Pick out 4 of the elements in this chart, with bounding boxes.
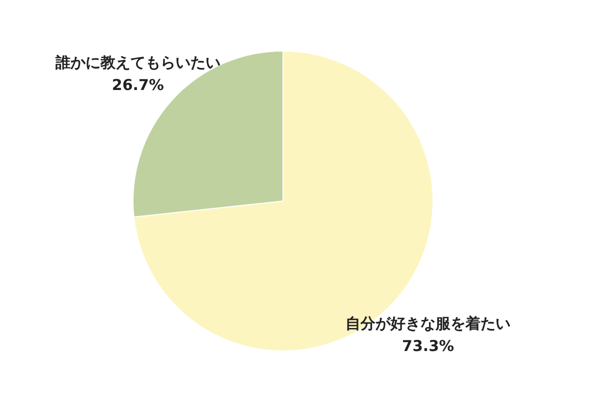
data-label: 73.3% bbox=[402, 336, 454, 355]
data-label: 26.7% bbox=[112, 76, 164, 94]
slice-label: 誰かに教えてもらいたい bbox=[54, 54, 220, 72]
slice-label: 自分が好きな服を着たい bbox=[346, 314, 511, 332]
